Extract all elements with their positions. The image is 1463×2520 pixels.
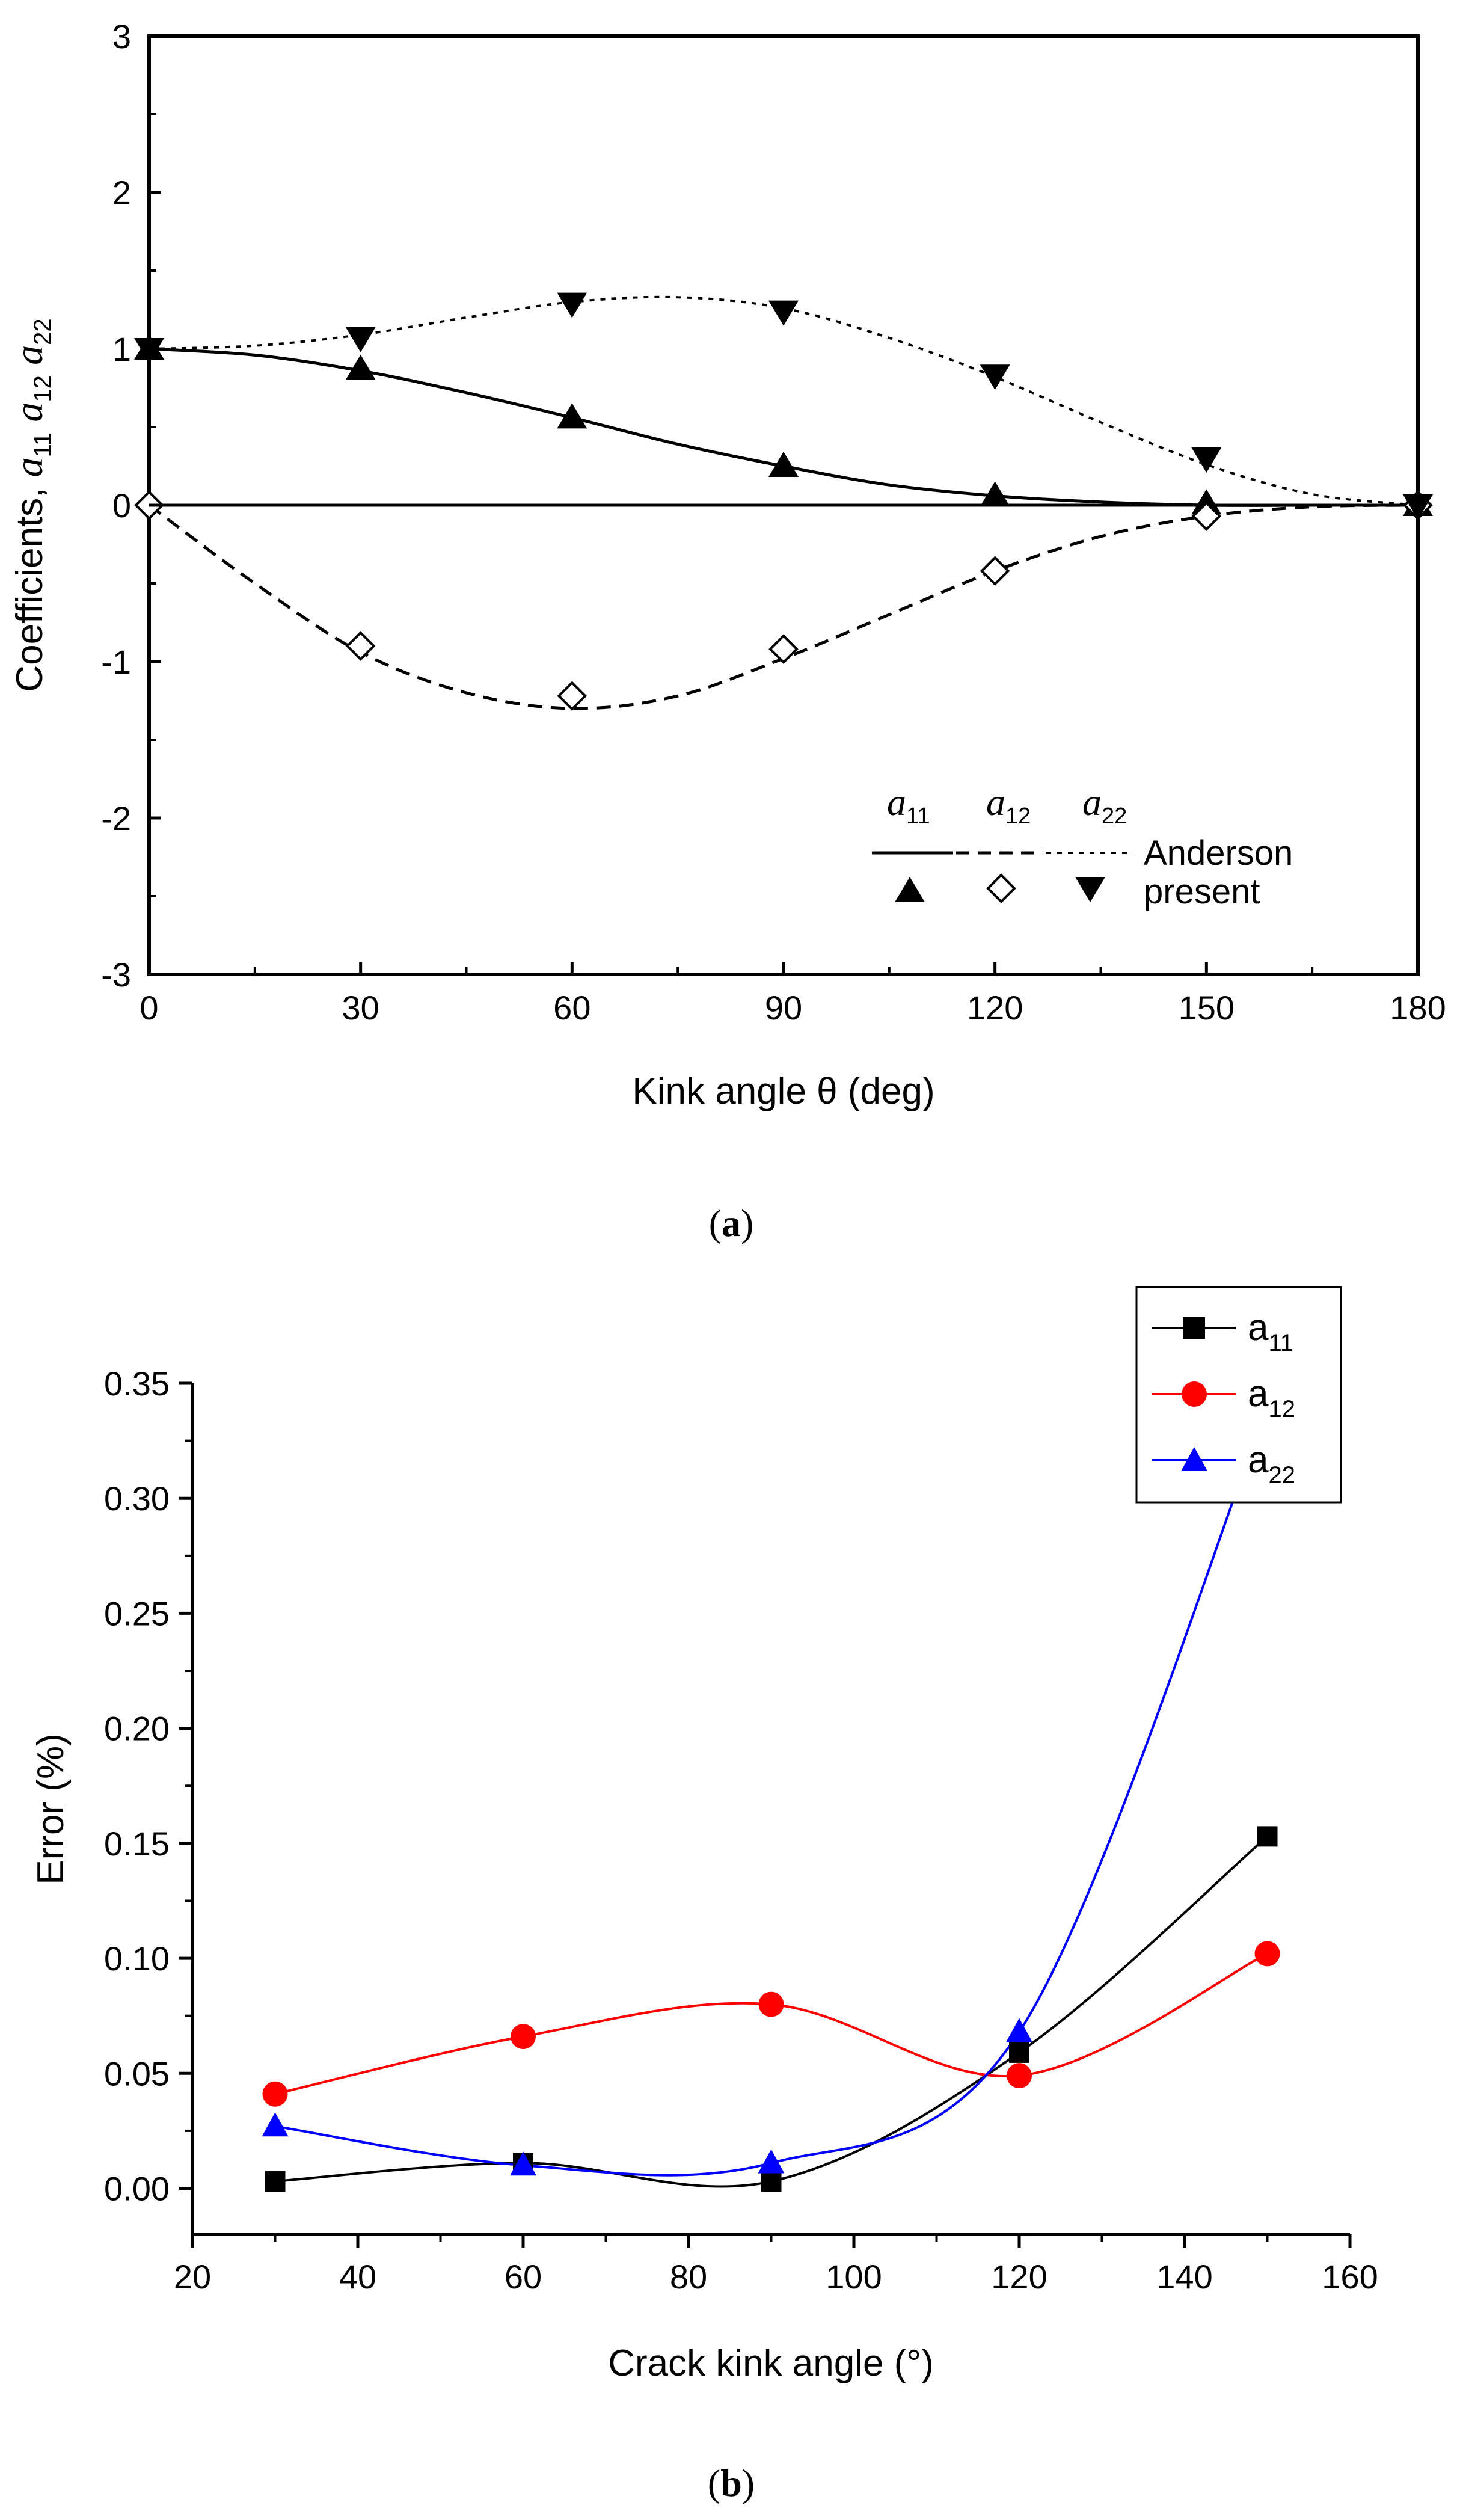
curve-a-1 (148, 503, 1419, 710)
x-tick-label-a: 30 (342, 989, 379, 1027)
x-axis-label-a: Kink angle θ (deg) (632, 1071, 934, 1112)
marker-a-triangle-down (1403, 494, 1433, 520)
x-tick-label-a: 0 (140, 989, 158, 1027)
legend-header-a12: a12 (986, 781, 1031, 829)
legend-marker-a22 (1075, 877, 1105, 902)
marker-a-triangle-up (557, 403, 587, 429)
x-tick-label-b: 40 (339, 2258, 376, 2296)
marker-b-square (761, 2171, 782, 2192)
x-tick-label-a: 180 (1390, 989, 1446, 1027)
legend-label-b-a12: a12 (1248, 1373, 1295, 1422)
y-tick-label-b: 0.20 (104, 1710, 170, 1748)
y-tick-label-a: 3 (112, 17, 131, 55)
y-tick-label-a: 0 (112, 487, 131, 524)
legend-marker-b-a12 (1182, 1381, 1207, 1407)
marker-b-circle (262, 2081, 288, 2107)
x-tick-label-b: 160 (1322, 2258, 1378, 2296)
marker-a-triangle-down (134, 338, 164, 363)
x-tick-label-b: 100 (826, 2258, 882, 2296)
marker-a-triangle-up (980, 481, 1010, 507)
y-tick-label-b: 0.10 (104, 1940, 170, 1978)
x-tick-label-b: 60 (505, 2258, 542, 2296)
legend-label-b-a11: a11 (1248, 1307, 1293, 1356)
marker-b-circle (1007, 2063, 1032, 2089)
x-tick-label-b: 80 (670, 2258, 707, 2296)
y-tick-label-a: 2 (112, 174, 131, 212)
marker-a-triangle-up (345, 354, 376, 380)
y-tick-label-b: 0.05 (104, 2054, 170, 2092)
marker-b-triangle-up (758, 2149, 785, 2174)
marker-b-square (1009, 2042, 1029, 2063)
marker-a-triangle-down (768, 300, 799, 326)
curve-b-1 (275, 1952, 1268, 2095)
x-axis-label-b: Crack kink angle (°) (608, 2343, 934, 2384)
y-axis-label-b: Error (%) (30, 1733, 72, 1884)
legend-a: a11 a12 a22 Anderson present (872, 781, 1293, 911)
marker-a-triangle-down (557, 292, 587, 318)
marker-a-triangle-down (1191, 447, 1222, 473)
x-tick-label-a: 90 (765, 989, 802, 1027)
legend-label-b-a22: a22 (1248, 1439, 1295, 1489)
legend-header-a11: a11 (887, 781, 930, 829)
marker-b-square (1257, 1826, 1278, 1847)
x-tick-label-b: 120 (991, 2258, 1047, 2296)
marker-b-circle (511, 2024, 536, 2050)
marker-a-diamond-open (1191, 501, 1222, 532)
y-tick-label-b: 0.25 (104, 1594, 170, 1632)
curve-b-2 (275, 1406, 1269, 2177)
panel-label-a: (a) (709, 1202, 754, 1244)
marker-b-circle (758, 1991, 784, 2017)
marker-b-circle (1254, 1941, 1280, 1967)
y-tick-label-b: 0.30 (104, 1480, 170, 1517)
marker-b-triangle-up (510, 2151, 536, 2176)
curve-b-0 (275, 1835, 1268, 2188)
marker-b-triangle-up (262, 2112, 289, 2137)
x-tick-label-b: 20 (174, 2258, 211, 2296)
y-tick-label-a: -3 (101, 956, 131, 994)
y-tick-label-b: 0.15 (104, 1825, 170, 1863)
legend-marker-a11 (895, 877, 925, 902)
marker-a-diamond-open (768, 634, 799, 665)
y-tick-label-b: 0.35 (104, 1365, 170, 1403)
x-tick-label-a: 150 (1179, 989, 1235, 1027)
marker-b-square (265, 2171, 286, 2192)
panel-label-b: (b) (708, 2462, 755, 2504)
legend-marker-b-a22 (1181, 1447, 1207, 1471)
marker-a-diamond-open (557, 681, 587, 711)
y-tick-label-a: -1 (101, 643, 131, 681)
y-axis-label-a: Coefficients, a11 a12 a22 (7, 318, 56, 692)
marker-a-diamond-open (980, 556, 1010, 586)
curve-a-0 (149, 347, 1418, 507)
x-tick-label-b: 140 (1156, 2258, 1212, 2296)
legend-header-a22: a22 (1082, 781, 1127, 829)
y-tick-label-a: -2 (101, 799, 131, 837)
legend-marker-b-a11 (1183, 1317, 1205, 1339)
legend-marker-a12 (986, 873, 1016, 903)
x-tick-label-a: 120 (967, 989, 1023, 1027)
y-tick-label-b: 0.00 (104, 2170, 170, 2208)
legend-b: a11 a12 a22 (1135, 1286, 1342, 1504)
marker-a-triangle-down (980, 364, 1010, 390)
legend-label-anderson: Anderson (1144, 834, 1293, 873)
marker-a-triangle-up (768, 452, 799, 477)
marker-a-triangle-down (345, 327, 376, 352)
legend-label-present: present (1144, 872, 1260, 911)
marker-a-diamond-open (345, 631, 376, 661)
y-tick-label-a: 1 (112, 330, 131, 368)
panel-b: 0.00 0.05 0.10 0.15 0.20 0.25 0.30 0.35 20 40 60 80… (30, 1286, 1378, 2504)
marker-b-triangle-up (1006, 2018, 1032, 2042)
x-tick-label-a: 60 (553, 989, 590, 1027)
